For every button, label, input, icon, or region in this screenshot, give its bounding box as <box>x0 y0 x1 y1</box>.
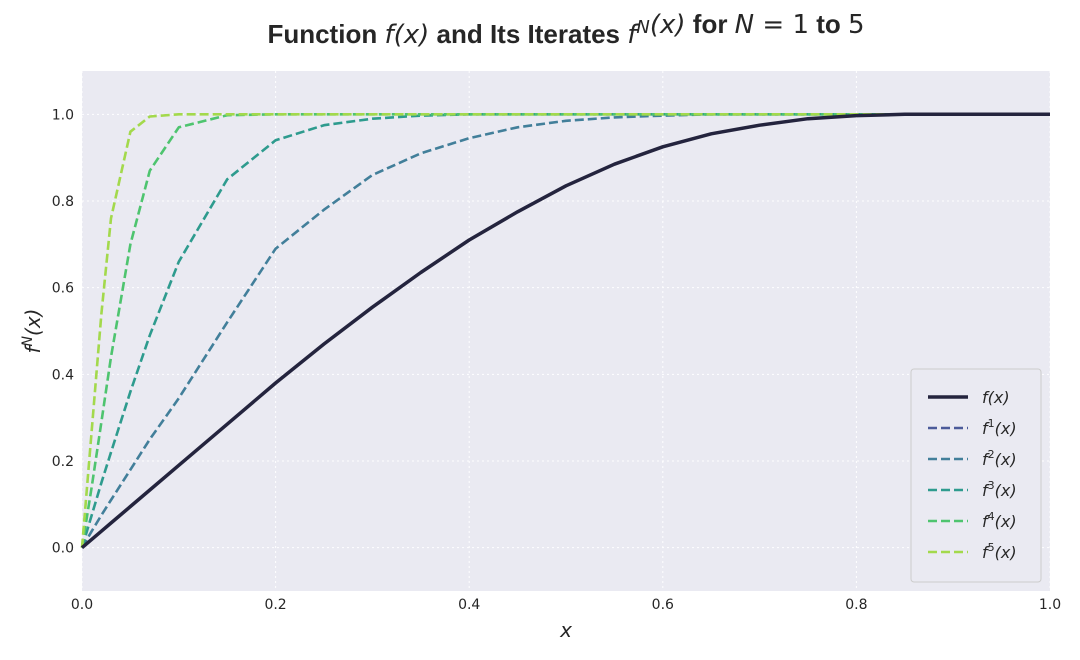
legend-entry: f1(x) <box>982 417 1017 438</box>
y-tick-label: 0.0 <box>52 541 74 557</box>
series-line-4 <box>80 113 1050 548</box>
x-tick-label: 0.6 <box>652 597 674 613</box>
y-axis-ticks: 0.0 0.2 0.4 0.6 0.8 1.0 <box>52 107 74 556</box>
y-tick-label: 1.0 <box>52 107 74 123</box>
legend: f(x) f1(x) f2(x) f3(x) f4(x) f5(x) <box>910 368 1042 583</box>
series-line-0 <box>80 112 1050 550</box>
legend-entry: f4(x) <box>982 510 1017 531</box>
y-tick-label: 0.2 <box>52 454 74 470</box>
y-axis-label: fN(x) <box>20 309 45 354</box>
plot-area <box>82 71 1050 591</box>
legend-box <box>910 368 1042 583</box>
y-tick-label: 0.4 <box>52 367 74 383</box>
x-tick-label: 0.2 <box>264 597 286 613</box>
x-tick-label: 0.0 <box>71 597 93 613</box>
y-tick-label: 0.6 <box>52 281 74 297</box>
legend-entry: f2(x) <box>982 448 1017 469</box>
x-tick-label: 0.4 <box>458 597 480 613</box>
legend-entry: f3(x) <box>982 479 1017 500</box>
grid <box>81 71 1051 591</box>
x-axis-ticks: 0.0 0.2 0.4 0.6 0.8 1.0 <box>71 597 1061 613</box>
legend-entry: f(x) <box>982 388 1010 407</box>
x-tick-label: 1.0 <box>1039 597 1061 613</box>
series-layer <box>80 112 1050 550</box>
legend-entry: f5(x) <box>982 541 1017 562</box>
x-axis-label: x <box>559 618 572 642</box>
chart-title: Function f(x) and Its Iterates fN(x) for… <box>267 9 864 50</box>
x-tick-label: 0.8 <box>845 597 867 613</box>
y-tick-label: 0.8 <box>52 194 74 210</box>
